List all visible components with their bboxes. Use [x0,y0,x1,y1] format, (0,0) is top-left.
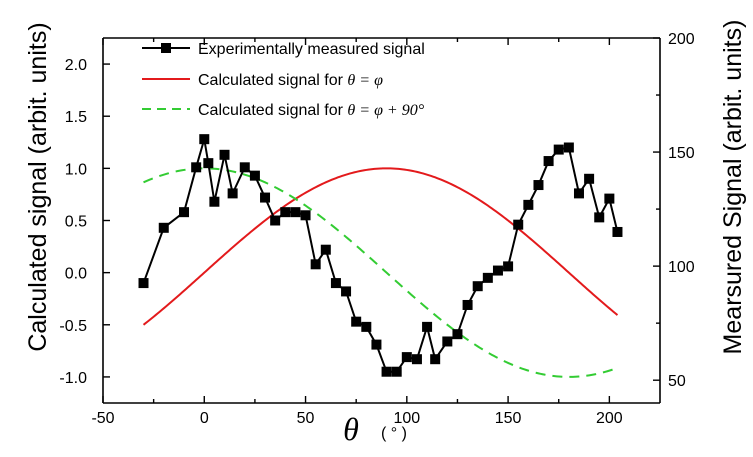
series-measured-point [209,196,220,207]
legend-entry-measured: Experimentally measured signal [142,41,425,58]
legend-label-calc-phi-math: θ = φ [347,72,383,89]
series-measured-point [584,173,595,184]
series-measured-point [411,354,422,365]
x-tick-label: 50 [297,410,315,427]
series-measured-point [594,212,605,223]
series-calc-phi-90-line [143,167,618,378]
series-measured-point [351,316,362,327]
series-measured-point [320,244,331,255]
legend-label-measured: Experimentally measured signal [198,41,425,58]
right-y-tick-label: 100 [668,259,695,276]
series-measured-point [442,336,453,347]
left-y-tick-label: 1.0 [65,161,87,178]
x-axis-label-unit: ( ° ) [381,425,407,442]
x-tick-label: 200 [596,410,623,427]
series-measured-point [191,162,202,173]
series-measured-point [290,207,301,218]
series-measured-point [381,366,392,377]
series-measured-point [430,354,441,365]
right-y-tick-label: 50 [668,373,686,390]
left-y-tick-label: 1.5 [65,109,87,126]
legend-label-calc-phi-90: Calculated signal for θ = φ + 90° [198,102,425,119]
left-y-tick-label: -0.5 [59,318,87,335]
series-measured-point [310,259,321,270]
series-measured-point [300,210,311,221]
left-y-tick-label: 2.0 [65,57,87,74]
series-measured-point [270,215,281,226]
right-y-axis-label: Mearsured Signal (arbit. units) [719,20,747,355]
series-layer [138,134,623,378]
series-measured-point [553,144,564,155]
series-measured-line [142,138,619,373]
series-measured-point [158,222,169,233]
x-tick-label: 0 [200,410,209,427]
series-measured-point [533,180,544,191]
legend-entry-calc-phi-90: Calculated signal for θ = φ + 90° [142,102,425,119]
series-measured-point [401,352,412,363]
left-y-tick-label: -1.0 [59,370,87,387]
left-y-axis-label: Calculated signal (arbit. units) [24,22,52,351]
x-axis-label: θ ( ° ) [343,411,407,447]
series-measured-point [492,265,503,276]
series-measured-point [462,299,473,310]
series-measured-point [604,193,615,204]
series-measured-point [472,281,483,292]
series-measured-point [513,219,524,230]
x-tick-label: 100 [393,410,420,427]
left-y-tick-label: 0.0 [65,266,87,283]
series-measured-point [239,162,250,173]
x-axis-label-symbol: θ [343,411,359,447]
plot-frame [102,37,661,404]
series-measured-point [612,226,623,237]
x-ticks: -50 0 50 100 150 200 [91,38,623,427]
series-measured-point [543,156,554,167]
legend-label-calc-phi-90-text: Calculated signal for [198,102,347,119]
right-y-tick-label: 150 [668,145,695,162]
legend-label-calc-phi-text: Calculated signal for [198,72,347,89]
series-measured-point [523,199,534,210]
series-measured-point [179,207,190,218]
series-measured-point [138,278,149,289]
series-measured-point [260,192,271,203]
x-tick-label: -50 [91,410,114,427]
right-y-tick-label: 200 [668,31,695,48]
series-measured-point [199,134,210,145]
series-measured-point [219,149,230,160]
legend-swatch-measured-marker [161,43,171,53]
legend: Experimentally measured signal Calculate… [142,41,425,119]
series-measured-point [503,261,514,272]
series-calc-phi-line [142,167,619,326]
series-measured-point [422,321,433,332]
series-measured-point [563,142,574,153]
series-measured-point [391,366,402,377]
right-y-ticks: 50 100 150 200 [653,31,695,390]
left-y-ticks: -1.0 -0.5 0.0 0.5 1.0 1.5 2.0 [59,57,110,387]
series-measured-point [452,329,463,340]
series-measured-point [249,170,260,181]
series-measured-point [330,278,341,289]
legend-entry-calc-phi: Calculated signal for θ = φ [142,72,383,89]
x-tick-label: 150 [495,410,522,427]
legend-label-calc-phi-90-math: θ = φ + 90° [347,102,424,119]
series-measured-point [573,188,584,199]
series-measured-point [341,286,352,297]
series-measured-point [361,321,372,332]
left-y-tick-label: 0.5 [65,214,87,231]
series-measured-point [280,207,291,218]
series-measured-point [482,272,493,283]
series-measured-point [371,339,382,350]
legend-label-calc-phi: Calculated signal for θ = φ [198,72,383,89]
series-measured-point [227,188,238,199]
series-measured-point [203,158,214,169]
